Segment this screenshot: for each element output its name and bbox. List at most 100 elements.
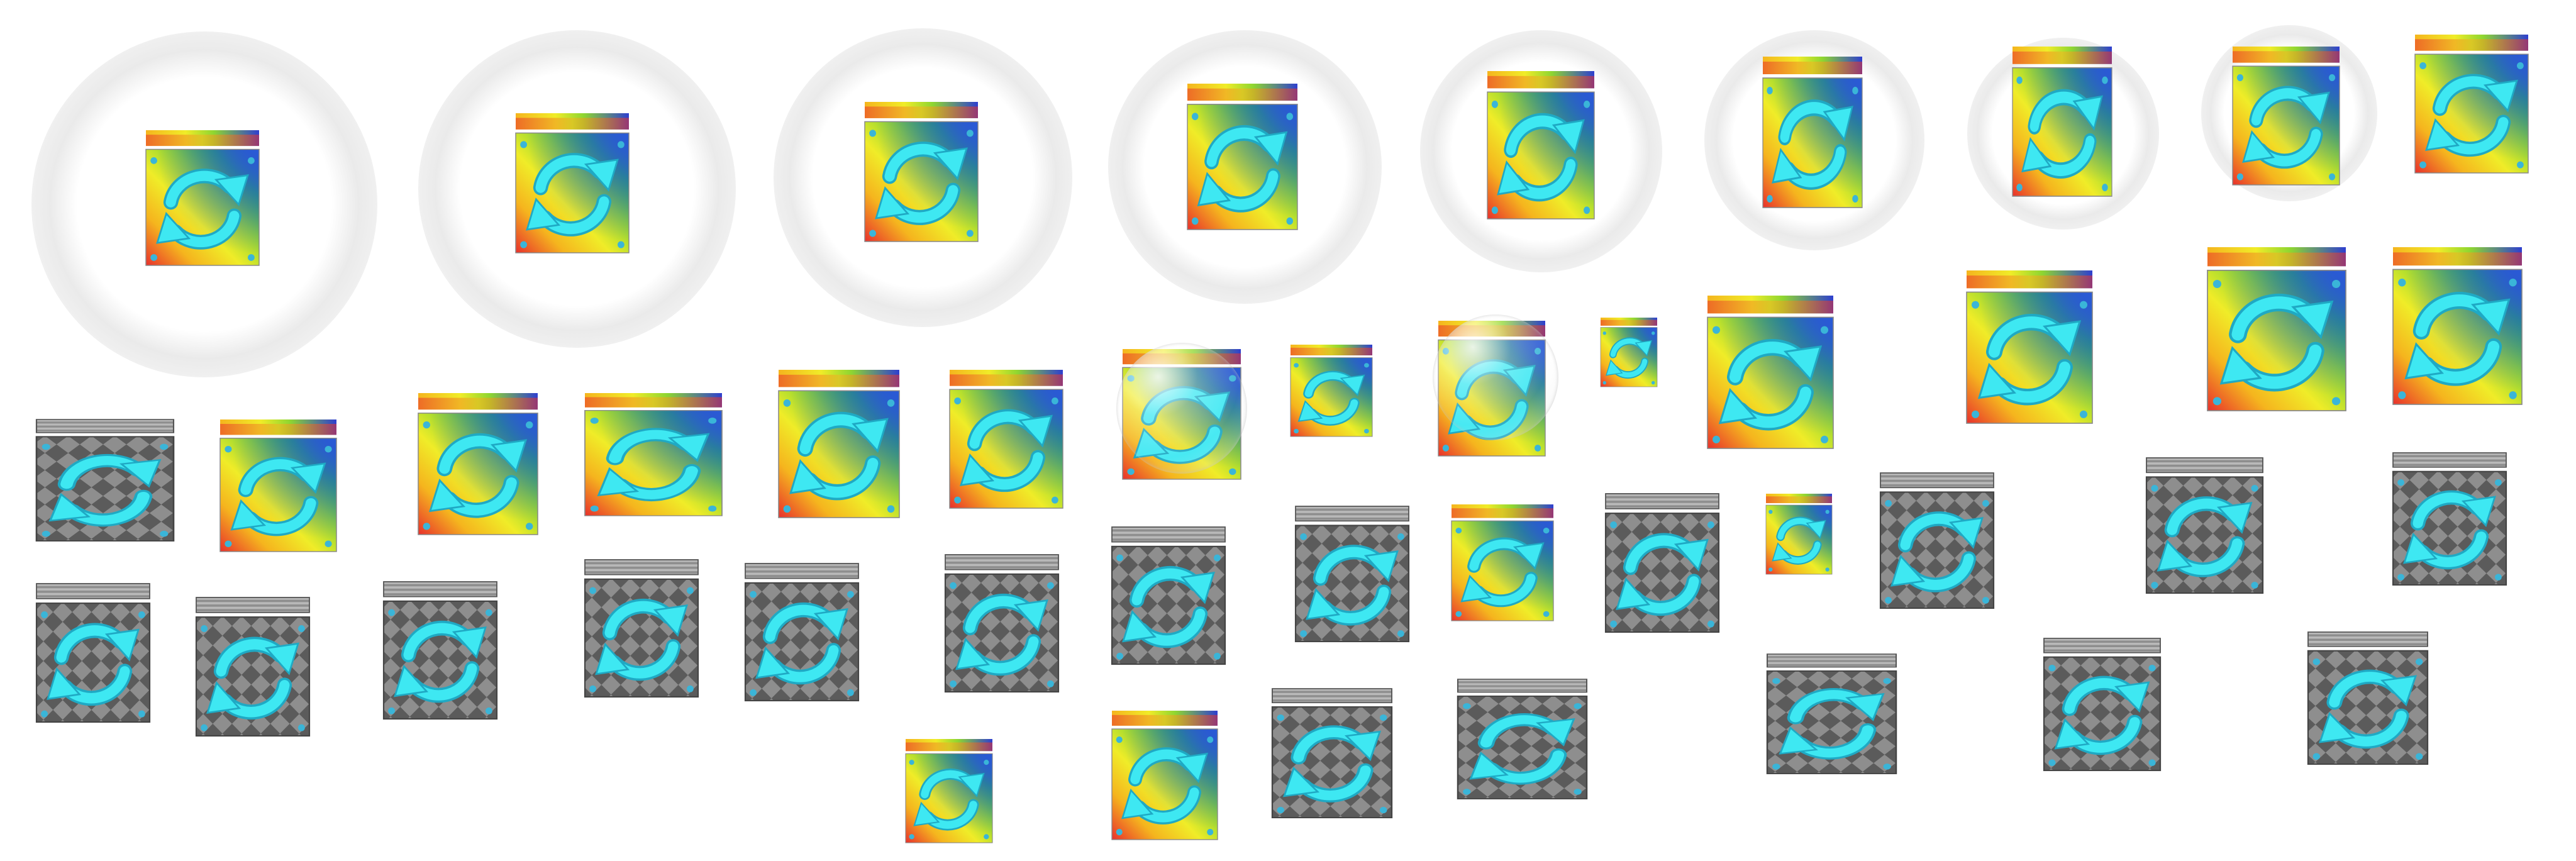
refresh-arrows xyxy=(1197,125,1288,213)
rainbow-refresh-sprite xyxy=(1707,296,1834,449)
refresh-arrows xyxy=(1977,314,2082,406)
checker-refresh-sprite xyxy=(2043,638,2162,772)
refresh-icon xyxy=(1766,653,1897,774)
checker-refresh-sprite xyxy=(744,563,860,702)
rainbow-refresh-sprite xyxy=(1487,71,1595,219)
checker-refresh-sprite xyxy=(1271,688,1393,819)
checker-refresh-sprite xyxy=(35,419,175,542)
corner-dots xyxy=(1713,326,1828,443)
refresh-icon xyxy=(864,102,979,242)
checker-refresh-sprite xyxy=(1879,472,1995,609)
rainbow-refresh-sprite xyxy=(1600,318,1658,387)
corner-dots xyxy=(869,130,974,237)
checker-refresh-sprite xyxy=(2392,452,2507,586)
refresh-arrows xyxy=(156,169,249,250)
rainbow-refresh-sprite xyxy=(1451,504,1554,621)
corner-dots xyxy=(954,397,1058,504)
corner-dots xyxy=(225,446,332,547)
header-strip xyxy=(1767,654,1896,667)
refresh-arrows xyxy=(1460,537,1545,608)
refresh-arrows xyxy=(2242,86,2330,169)
refresh-arrows xyxy=(2404,292,2511,386)
refresh-icon xyxy=(905,739,993,843)
corner-dots xyxy=(783,399,895,513)
refresh-arrows xyxy=(1772,516,1826,565)
refresh-icon xyxy=(1487,71,1595,219)
refresh-arrows xyxy=(595,599,688,681)
corner-dots xyxy=(590,418,717,512)
checker-refresh-sprite xyxy=(1294,506,1410,643)
refresh-arrows xyxy=(428,433,528,518)
header-strip xyxy=(384,582,497,597)
header-strip xyxy=(945,555,1058,570)
checker-refresh-sprite xyxy=(944,554,1060,693)
rainbow-refresh-sprite xyxy=(584,393,723,516)
rainbow-refresh-sprite xyxy=(515,113,630,253)
checker-refresh-sprite xyxy=(2307,631,2429,765)
checker-refresh-sprite xyxy=(195,597,311,737)
corner-dots xyxy=(2048,665,2156,766)
checker-refresh-sprite xyxy=(1604,493,1720,633)
refresh-arrows xyxy=(2054,675,2150,755)
corner-dots xyxy=(1300,533,1404,637)
refresh-arrows xyxy=(789,411,889,501)
header-strip xyxy=(36,584,150,599)
rainbow-refresh-sprite xyxy=(864,102,979,242)
refresh-arrows xyxy=(206,636,299,720)
corner-dots xyxy=(150,157,255,261)
refresh-icon xyxy=(2043,638,2162,772)
checker-refresh-sprite xyxy=(1766,653,1897,774)
corner-dots xyxy=(2397,479,2502,580)
corner-dots xyxy=(2016,76,2108,192)
rainbow-refresh-sprite xyxy=(2392,247,2523,405)
refresh-icon xyxy=(944,554,1060,693)
refresh-arrows xyxy=(1606,337,1652,379)
corner-dots xyxy=(1116,736,1214,836)
refresh-arrows xyxy=(1497,113,1585,202)
corner-dots xyxy=(2398,279,2517,399)
corner-dots xyxy=(1610,521,1714,628)
refresh-icon xyxy=(778,370,900,518)
refresh-icon xyxy=(1879,472,1995,609)
refresh-arrows xyxy=(1306,545,1399,626)
rainbow-refresh-sprite xyxy=(1290,345,1373,437)
refresh-icon xyxy=(1294,506,1410,643)
refresh-icon xyxy=(2414,35,2529,174)
refresh-icon xyxy=(195,597,311,737)
refresh-arrows xyxy=(2021,89,2103,179)
refresh-icon xyxy=(949,370,1063,509)
corner-dots xyxy=(1768,509,1829,572)
corner-dots xyxy=(1463,703,1582,795)
refresh-arrows xyxy=(1772,99,1853,190)
glass-bubble xyxy=(1116,343,1247,474)
corner-dots xyxy=(201,625,305,731)
rainbow-refresh-sprite xyxy=(949,370,1063,509)
refresh-icon xyxy=(1187,84,1298,230)
rainbow-refresh-sprite xyxy=(2232,47,2340,186)
refresh-icon xyxy=(1600,318,1658,387)
corner-dots xyxy=(1602,331,1655,385)
corner-dots xyxy=(2236,74,2336,181)
refresh-arrows xyxy=(1616,533,1709,616)
rainbow-refresh-sprite xyxy=(1765,494,1833,575)
refresh-arrows xyxy=(1890,511,1984,592)
refresh-arrows xyxy=(1282,725,1382,803)
corner-dots xyxy=(589,587,694,692)
refresh-icon xyxy=(584,559,699,698)
corner-dots xyxy=(42,443,169,537)
corner-dots xyxy=(2312,658,2423,760)
rainbow-refresh-sprite xyxy=(1111,711,1218,840)
refresh-icon xyxy=(1290,345,1373,437)
refresh-arrows xyxy=(960,409,1053,492)
corner-dots xyxy=(909,760,989,840)
refresh-icon xyxy=(1707,296,1834,449)
refresh-icon xyxy=(1765,494,1833,575)
corner-dots xyxy=(1192,113,1293,225)
corner-dots xyxy=(2419,62,2524,169)
refresh-arrows xyxy=(1297,370,1365,426)
corner-dots xyxy=(520,141,625,248)
corner-dots xyxy=(1972,301,2087,418)
corner-dots xyxy=(950,582,1054,687)
refresh-icon xyxy=(1451,504,1554,621)
